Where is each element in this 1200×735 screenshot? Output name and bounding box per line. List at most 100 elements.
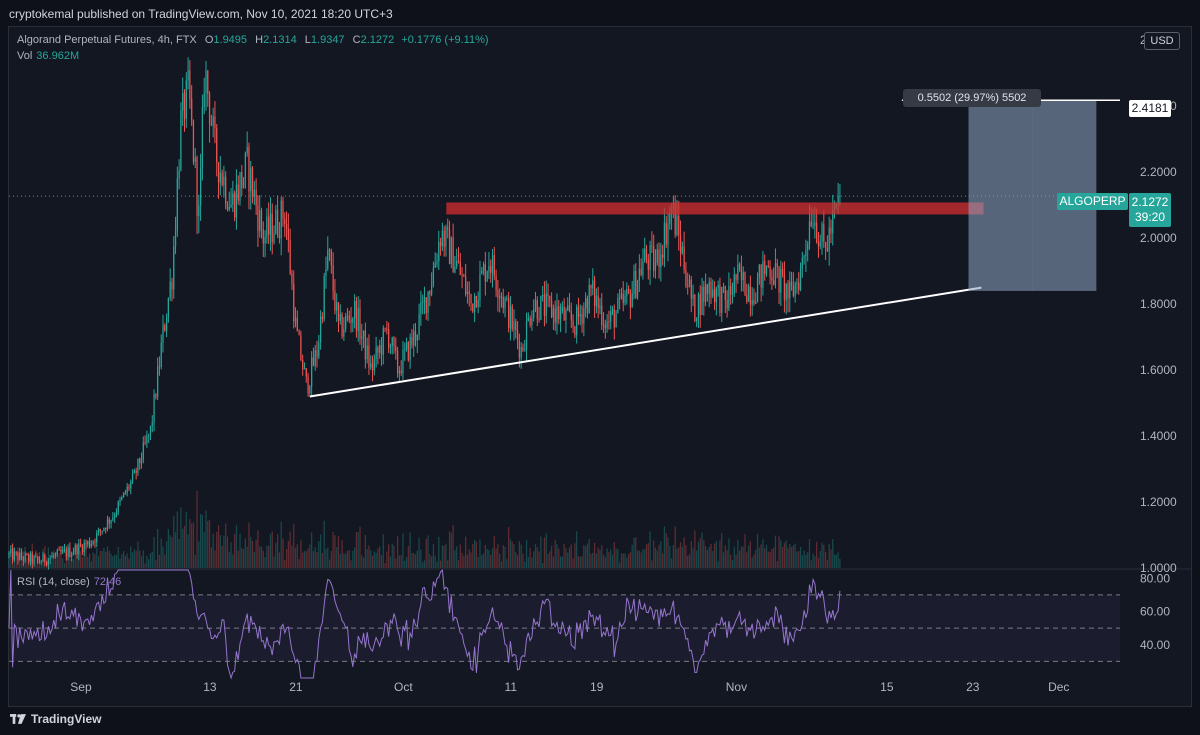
candle-body [208,93,211,124]
volume-bar [72,559,75,568]
candle-body [282,200,284,220]
candle-body [165,318,168,331]
volume-bar [833,554,836,568]
candle-body [148,434,150,436]
volume-bar [151,551,153,568]
candle-body [758,264,760,278]
volume-bar [432,544,435,568]
volume-bar [488,549,490,568]
volume-bars [8,490,841,568]
candle-body [667,224,669,245]
price-tick-label: 1.2000 [1140,495,1177,509]
volume-bar [792,545,794,568]
candle-body [377,347,379,353]
volume-bar [773,547,775,568]
volume-bar [785,540,787,568]
candle-body [278,235,281,239]
volume-bar [742,546,744,568]
volume-bar [470,552,472,568]
volume-bar [731,560,734,568]
candle-body [225,176,227,205]
volume-bar [533,551,535,568]
candle-body [189,70,191,100]
volume-bar [651,560,653,568]
volume-bar [316,552,318,568]
target-price-tag: 2.4181 [1129,100,1171,117]
candle-body [466,291,469,295]
volume-bar [94,554,96,568]
volume-bar [92,552,94,568]
volume-bar [196,490,198,568]
volume-bar [568,547,571,568]
candle-body [382,328,384,355]
volume-bar [323,520,325,568]
volume-bar [767,551,769,568]
volume-bar [103,547,105,568]
volume-bar [386,551,388,568]
candle-body [425,297,427,314]
volume-bar [210,547,212,568]
volume-bar [799,546,802,568]
candle-body [187,70,189,81]
candle-body [337,302,340,321]
tradingview-logo[interactable]: TradingView [10,712,101,726]
candle-body [812,225,814,227]
last-price-tag: 2.1272 39:20 [1129,193,1171,227]
candle-body [388,329,390,348]
volume-bar [647,542,649,568]
candle-body [626,288,628,296]
candle-body [325,268,327,277]
ascending-trendline [309,286,982,398]
candle-body [482,264,485,271]
candle-body [302,359,304,370]
volume-bar [359,526,361,568]
volume-bar [298,559,300,568]
candle-body [796,282,798,284]
volume-bar [493,536,495,568]
candle-body [11,548,14,560]
volume-bar [330,550,332,568]
volume-bar [735,554,737,568]
candle-body [174,230,177,247]
candle-body [491,255,494,273]
candle-body [276,209,279,236]
volume-bar [165,541,168,568]
candle-body [824,241,827,249]
change-value: +0.1776 (+9.11%) [401,34,489,46]
volume-bar [839,559,841,568]
volume-bar [153,537,155,568]
candle-body [473,295,476,312]
target-price-text: 2.4181 [1131,101,1169,115]
candle-body [726,300,728,309]
currency-button[interactable]: USD [1144,32,1180,50]
candle-body [438,242,440,262]
volume-legend: Vol 36.962M [17,50,79,62]
volume-bar [472,543,474,568]
volume-bar [778,536,780,568]
candle-body [196,157,198,217]
candle-body [76,545,78,555]
volume-bar [765,544,768,568]
volume-bar [430,556,433,568]
volume-bar [350,560,352,568]
candle-body [826,248,829,252]
volume-bar [404,560,406,568]
volume-bar [400,555,402,568]
volume-bar [438,536,440,568]
volume-bar [805,554,807,568]
candle-body [733,274,735,294]
volume-bar [681,546,683,568]
volume-bar [654,547,657,568]
candle-body [629,292,632,308]
symbol-legend: Algorand Perpetual Futures, 4h, FTX O1.9… [17,34,489,46]
candle-body [78,543,80,555]
candle-body [742,272,744,281]
volume-bar [556,544,558,568]
volume-bar [382,534,384,568]
volume-bar [346,550,349,568]
candle-body [509,306,512,329]
volume-bar [312,551,315,568]
candle-body [96,532,98,543]
candle-body [728,285,730,309]
